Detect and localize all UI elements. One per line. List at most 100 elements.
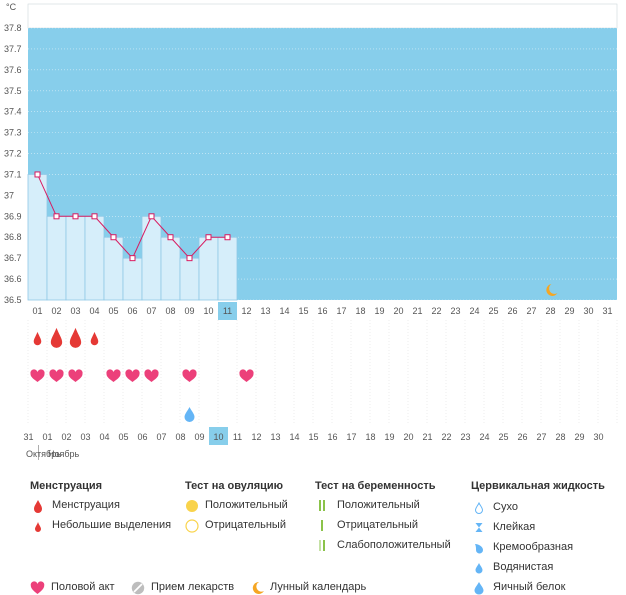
- y-tick-label: 36.6: [4, 274, 22, 284]
- y-tick-label: 37.6: [4, 65, 22, 75]
- plot-header-strip: [27, 3, 618, 29]
- temperature-point: [129, 255, 136, 262]
- calendar-day: 21: [422, 432, 432, 442]
- current-day-highlight: [218, 302, 237, 320]
- legend-label: Клейкая: [493, 521, 536, 533]
- legend-label: Отрицательный: [205, 519, 286, 531]
- y-tick-label: 37.5: [4, 86, 22, 96]
- calendar-day: 13: [270, 432, 280, 442]
- grid: [27, 27, 618, 425]
- blood-drop-icon: [50, 327, 63, 348]
- temperature-point: [205, 234, 212, 241]
- x-tick-label: 16: [317, 306, 327, 316]
- temperature-point: [34, 171, 41, 178]
- heart-icon: [239, 369, 254, 382]
- x-tick-label: 30: [583, 306, 593, 316]
- temperature-bar: [103, 236, 124, 301]
- x-tick-label: 21: [412, 306, 422, 316]
- hourglass-icon: [475, 523, 483, 532]
- x-tick-label: 23: [450, 306, 460, 316]
- x-axis: 01 02 03 04 05 06 07 08 09 10 11 12 13 14 15 16 17 18 19 20…: [32, 302, 613, 320]
- x-tick-label: 31: [602, 306, 612, 316]
- water-drop-icon: [475, 563, 483, 574]
- legend-label: Водянистая: [493, 561, 554, 573]
- calendar-day: 23: [460, 432, 470, 442]
- x-tick-label: 29: [564, 306, 574, 316]
- temperature-bar: [46, 215, 67, 301]
- calendar-day: 10: [213, 432, 223, 442]
- plot-area: [27, 3, 618, 300]
- daily-markers: [30, 284, 558, 422]
- blood-drop-icon: [69, 327, 82, 348]
- temperature-line: [34, 171, 231, 262]
- plot-background: [28, 28, 617, 300]
- calendar-day: 08: [175, 432, 185, 442]
- y-tick-label: 37.2: [4, 149, 22, 159]
- x-tick-label: 07: [146, 306, 156, 316]
- calendar-day: 12: [251, 432, 261, 442]
- temperature-bar: [179, 257, 200, 301]
- x-tick-label: 10: [203, 306, 213, 316]
- pregnancy-faint-icon: [319, 540, 325, 551]
- calendar-day: 20: [403, 432, 413, 442]
- x-tick-label: 15: [298, 306, 308, 316]
- x-tick-label: 06: [127, 306, 137, 316]
- x-tick-label: 25: [488, 306, 498, 316]
- legend-label: Менструация: [52, 499, 120, 511]
- calendar-row: 31 01 02 03 04 05 06 07 08 09 10 11 12 13 14 15 16 17 18 19…: [23, 427, 604, 460]
- temperature-bar: [27, 174, 48, 301]
- drop-outline-icon: [474, 501, 484, 514]
- y-tick-label: 36.8: [4, 232, 22, 242]
- calendar-day: 26: [517, 432, 527, 442]
- y-tick-label: 37.7: [4, 44, 22, 54]
- calendar-day: 27: [536, 432, 546, 442]
- x-tick-label: 20: [393, 306, 403, 316]
- heart-icon: [68, 369, 83, 382]
- calendar-day: 22: [441, 432, 451, 442]
- heart-icon: [125, 369, 140, 382]
- legend-label: Половой акт: [51, 581, 115, 593]
- temperature-point: [224, 234, 231, 241]
- calendar-day: 17: [346, 432, 356, 442]
- legend-label: Яичный белок: [493, 581, 566, 593]
- y-tick-label: 37.1: [4, 169, 22, 179]
- x-tick-label: 04: [89, 306, 99, 316]
- temperature-bar: [65, 215, 86, 301]
- x-tick-label: 28: [545, 306, 555, 316]
- blood-drop-icon: [34, 500, 42, 513]
- x-tick-label: 22: [431, 306, 441, 316]
- x-tick-label: 08: [165, 306, 175, 316]
- calendar-day: 06: [137, 432, 147, 442]
- temperature-point: [167, 234, 174, 241]
- legend-pregnancy-title: Тест на беременность: [315, 480, 436, 492]
- temperature-point: [91, 213, 98, 220]
- temperature-bar: [217, 236, 238, 301]
- x-tick-label: 18: [355, 306, 365, 316]
- pregnancy-positive-icon: [319, 500, 325, 511]
- x-tick-label: 02: [51, 306, 61, 316]
- calendar-day: 09: [194, 432, 204, 442]
- calendar-day: 30: [593, 432, 603, 442]
- y-tick-label: 36.9: [4, 211, 22, 221]
- temperature-bar: [84, 215, 105, 301]
- x-tick-label: 27: [526, 306, 536, 316]
- heart-icon: [106, 369, 121, 382]
- creamy-drop-icon: [475, 544, 483, 554]
- calendar-day: 28: [555, 432, 565, 442]
- temperature-bars: [27, 174, 238, 301]
- legend-label: Сухо: [493, 501, 518, 513]
- calendar-day: 18: [365, 432, 375, 442]
- moon-icon: [252, 581, 264, 594]
- legend-label: Лунный календарь: [270, 581, 367, 593]
- legend-label: Положительный: [337, 499, 420, 511]
- temperature-bar: [122, 257, 143, 301]
- calendar-day: 07: [156, 432, 166, 442]
- y-tick-label: 37: [4, 190, 14, 200]
- calendar-day: 03: [80, 432, 90, 442]
- y-tick-label: 36.7: [4, 253, 22, 263]
- calendar-day: 19: [384, 432, 394, 442]
- calendar-day: 02: [61, 432, 71, 442]
- temperature-bar: [198, 236, 219, 301]
- temperature-bar: [141, 215, 162, 301]
- temperature-point: [186, 255, 193, 262]
